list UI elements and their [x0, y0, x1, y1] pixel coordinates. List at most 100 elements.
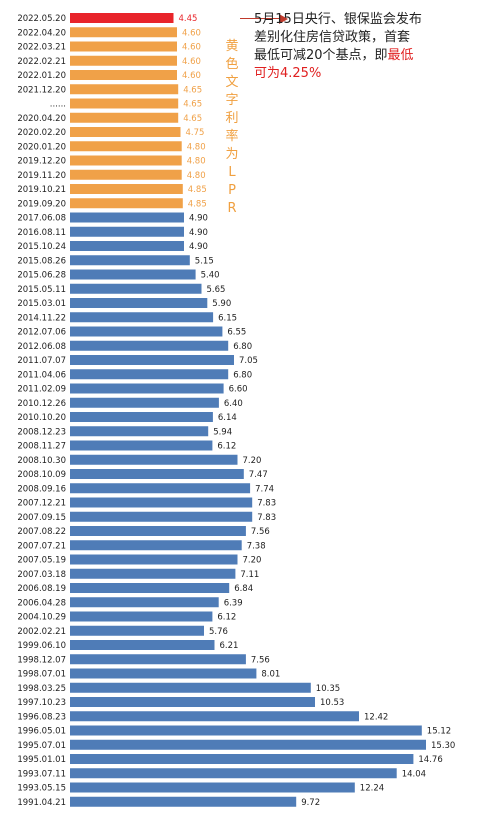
- bar: [70, 625, 204, 636]
- category-label: 2017.06.08: [17, 214, 66, 224]
- bar: [70, 469, 244, 479]
- value-label: 4.90: [189, 214, 208, 224]
- lpr-vertical-label: 黄 色 文 字 利 率 为 L P R: [224, 38, 240, 218]
- category-label: 1993.05.15: [17, 784, 66, 794]
- category-label: 2007.08.22: [17, 527, 66, 537]
- annotation-line-3-highlight: 最低: [387, 48, 414, 63]
- category-label: 2015.03.01: [17, 299, 66, 309]
- category-label: 2010.10.20: [17, 413, 66, 423]
- category-label: 1993.07.11: [17, 769, 66, 779]
- category-label: 2007.09.15: [17, 513, 66, 523]
- bar: [70, 383, 224, 394]
- category-label: 2016.08.11: [17, 228, 66, 238]
- category-label: 2004.10.29: [17, 613, 66, 623]
- category-label: 2008.12.23: [17, 427, 66, 437]
- bar: [70, 397, 219, 408]
- bar: [70, 796, 297, 807]
- value-label: 4.45: [179, 14, 198, 24]
- bar: [70, 283, 202, 294]
- bar: [70, 184, 183, 194]
- vlabel-char: R: [227, 201, 237, 216]
- bar: [70, 326, 223, 337]
- category-label: 2002.02.21: [17, 627, 66, 637]
- value-label: 14.04: [402, 769, 426, 779]
- category-label: 1991.04.21: [17, 798, 66, 808]
- value-label: 6.12: [217, 613, 236, 623]
- value-label: 6.14: [218, 413, 237, 423]
- value-label: 5.76: [209, 627, 228, 637]
- category-label: 1998.07.01: [17, 670, 66, 680]
- category-label: 2015.05.11: [17, 285, 66, 295]
- value-label: 7.38: [247, 541, 266, 551]
- category-label: 2019.12.20: [17, 157, 66, 167]
- category-label: 2022.03.21: [17, 43, 66, 53]
- bar: [70, 241, 184, 251]
- bar: [70, 768, 397, 779]
- vlabel-char: 文: [225, 75, 239, 90]
- annotation-line-1: 5月15日央行、银保监会发布: [254, 12, 422, 27]
- value-label: 12.42: [364, 712, 388, 722]
- value-label: 4.60: [182, 57, 201, 67]
- value-label: 6.80: [233, 342, 252, 352]
- value-label: 6.21: [220, 641, 239, 651]
- bar: [70, 483, 251, 494]
- bar: [70, 725, 422, 736]
- value-label: 7.83: [257, 513, 276, 523]
- value-label: 5.65: [207, 285, 226, 295]
- value-label: 4.80: [187, 171, 206, 181]
- category-label: 1999.06.10: [17, 641, 66, 651]
- category-label: 2007.07.21: [17, 541, 66, 551]
- category-label: 2007.03.18: [17, 570, 66, 580]
- value-label: 4.75: [186, 128, 205, 138]
- bar: [70, 511, 253, 522]
- bar: [70, 682, 311, 693]
- bar: [70, 355, 234, 365]
- value-label: 10.35: [316, 684, 340, 694]
- value-label: 4.60: [182, 43, 201, 53]
- category-label: 2010.12.26: [17, 399, 66, 409]
- bar: [70, 27, 177, 38]
- bar: [70, 583, 230, 593]
- bar: [70, 454, 238, 465]
- bar: [70, 412, 213, 422]
- bar: [70, 739, 426, 750]
- bar: [70, 568, 236, 579]
- annotation-line-3: 最低可减20个基点，即最低: [254, 47, 484, 65]
- category-label: 2012.07.06: [17, 328, 66, 338]
- vlabel-char: 色: [225, 57, 239, 72]
- value-label: 7.20: [243, 556, 262, 566]
- category-label: 2021.12.20: [17, 85, 66, 95]
- value-label: 4.60: [182, 28, 201, 38]
- value-label: 4.90: [189, 242, 208, 252]
- value-label: 4.80: [187, 142, 206, 152]
- category-label: 1995.07.01: [17, 741, 66, 751]
- category-label: 2006.08.19: [17, 584, 66, 594]
- category-label: 2008.10.30: [17, 456, 66, 466]
- value-label: 5.90: [212, 299, 231, 309]
- value-label: 7.11: [240, 570, 259, 580]
- value-label: 6.15: [218, 313, 237, 323]
- bar: [70, 13, 174, 23]
- category-label: 2008.11.27: [17, 442, 66, 452]
- value-label: 7.56: [251, 655, 270, 665]
- bar: [70, 226, 184, 237]
- bar: [70, 212, 184, 223]
- annotation-line-2: 差别化住房信贷政策，首套: [254, 30, 411, 45]
- value-label: 15.12: [427, 727, 451, 737]
- vlabel-char: P: [228, 183, 236, 198]
- category-label: 2014.11.22: [17, 313, 66, 323]
- category-label: 2007.12.21: [17, 499, 66, 509]
- value-label: 4.60: [182, 71, 201, 81]
- value-label: 12.24: [360, 784, 384, 794]
- category-label: 2008.09.16: [17, 484, 66, 494]
- vlabel-char: L: [228, 165, 236, 180]
- bar: [70, 312, 214, 323]
- bar: [70, 340, 229, 351]
- value-label: 4.65: [183, 114, 202, 124]
- bar: [70, 84, 179, 95]
- category-label: 2008.10.09: [17, 470, 66, 480]
- category-label: 2022.01.20: [17, 71, 66, 81]
- bar: [70, 369, 229, 380]
- category-label: 1996.08.23: [17, 712, 66, 722]
- vlabel-char: 率: [225, 129, 239, 144]
